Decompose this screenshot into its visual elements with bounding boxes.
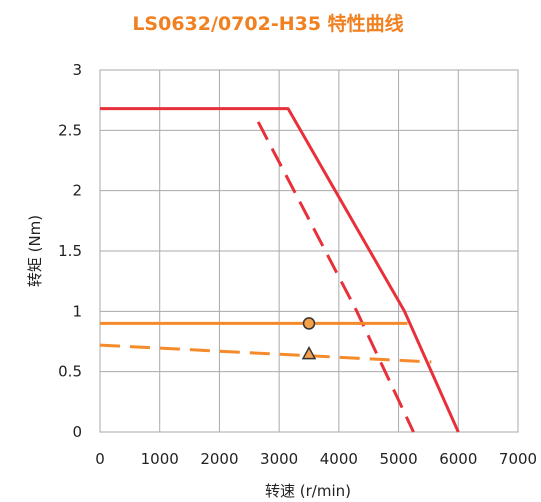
- y-tick-labels: 0 0.5 1 1.5 2 2.5 3: [58, 61, 82, 441]
- y-tick-label: 1: [72, 302, 82, 320]
- x-tick-label: 7000: [499, 450, 537, 468]
- series-layer: [99, 107, 460, 433]
- x-tick-label: 6000: [439, 450, 477, 468]
- x-tick-label: 5000: [379, 450, 417, 468]
- y-axis-label: 转矩 (Nm): [26, 215, 44, 287]
- y-tick-label: 0.5: [58, 363, 82, 381]
- series-line-1: [256, 121, 415, 433]
- series-line-3: [99, 343, 432, 364]
- y-tick-label: 3: [72, 61, 82, 79]
- x-axis-label: 转速 (r/min): [265, 482, 351, 500]
- series-line-0: [100, 107, 460, 433]
- grid: [99, 69, 519, 433]
- x-tick-labels: 0 1000 2000 3000 4000 5000 6000 7000: [95, 450, 537, 468]
- x-tick-label: 0: [95, 450, 105, 468]
- plot-frame: [99, 69, 519, 433]
- x-tick-label: 2000: [200, 450, 238, 468]
- y-tick-label: 0: [72, 423, 82, 441]
- chart-title: LS0632/0702-H35 特性曲线: [132, 12, 403, 35]
- y-tick-label: 1.5: [58, 242, 82, 260]
- marker-layer: [301, 317, 317, 360]
- x-tick-label: 4000: [320, 450, 358, 468]
- marker-triangle: [301, 346, 317, 360]
- y-tick-label: 2.5: [58, 121, 82, 139]
- y-tick-label: 2: [72, 182, 82, 200]
- x-tick-label: 1000: [141, 450, 179, 468]
- marker-circle: [302, 317, 316, 330]
- x-tick-label: 3000: [260, 450, 298, 468]
